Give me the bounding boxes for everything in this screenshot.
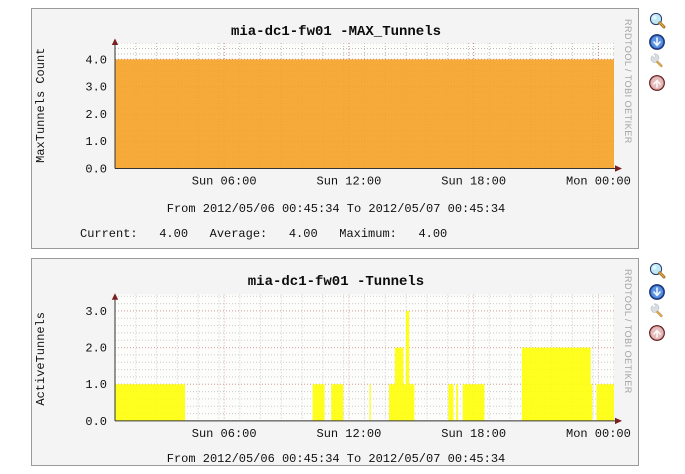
svg-text:Sun 12:00: Sun 12:00 <box>317 427 382 441</box>
svg-text:MaxTunnels Count: MaxTunnels Count <box>34 48 48 163</box>
svg-text:Sun 18:00: Sun 18:00 <box>441 175 506 189</box>
svg-text:1.0: 1.0 <box>85 135 107 149</box>
svg-text:0.0: 0.0 <box>85 415 107 429</box>
svg-text:Mon 00:00: Mon 00:00 <box>566 427 631 441</box>
svg-text:2.0: 2.0 <box>85 342 107 356</box>
svg-text:4.0: 4.0 <box>85 53 107 67</box>
svg-text:Sun 18:00: Sun 18:00 <box>441 427 506 441</box>
svg-text:3.0: 3.0 <box>85 81 107 95</box>
svg-text:Sun 06:00: Sun 06:00 <box>192 175 257 189</box>
svg-text:1.0: 1.0 <box>85 378 107 392</box>
svg-text:2.0: 2.0 <box>85 108 107 122</box>
svg-text:3.0: 3.0 <box>85 305 107 319</box>
svg-text:Sun 12:00: Sun 12:00 <box>317 175 382 189</box>
svg-text:Mon 00:00: Mon 00:00 <box>566 175 631 189</box>
svg-text:ActiveTunnels: ActiveTunnels <box>34 312 48 406</box>
svg-text:Sun 06:00: Sun 06:00 <box>192 427 257 441</box>
svg-text:0.0: 0.0 <box>85 163 107 177</box>
